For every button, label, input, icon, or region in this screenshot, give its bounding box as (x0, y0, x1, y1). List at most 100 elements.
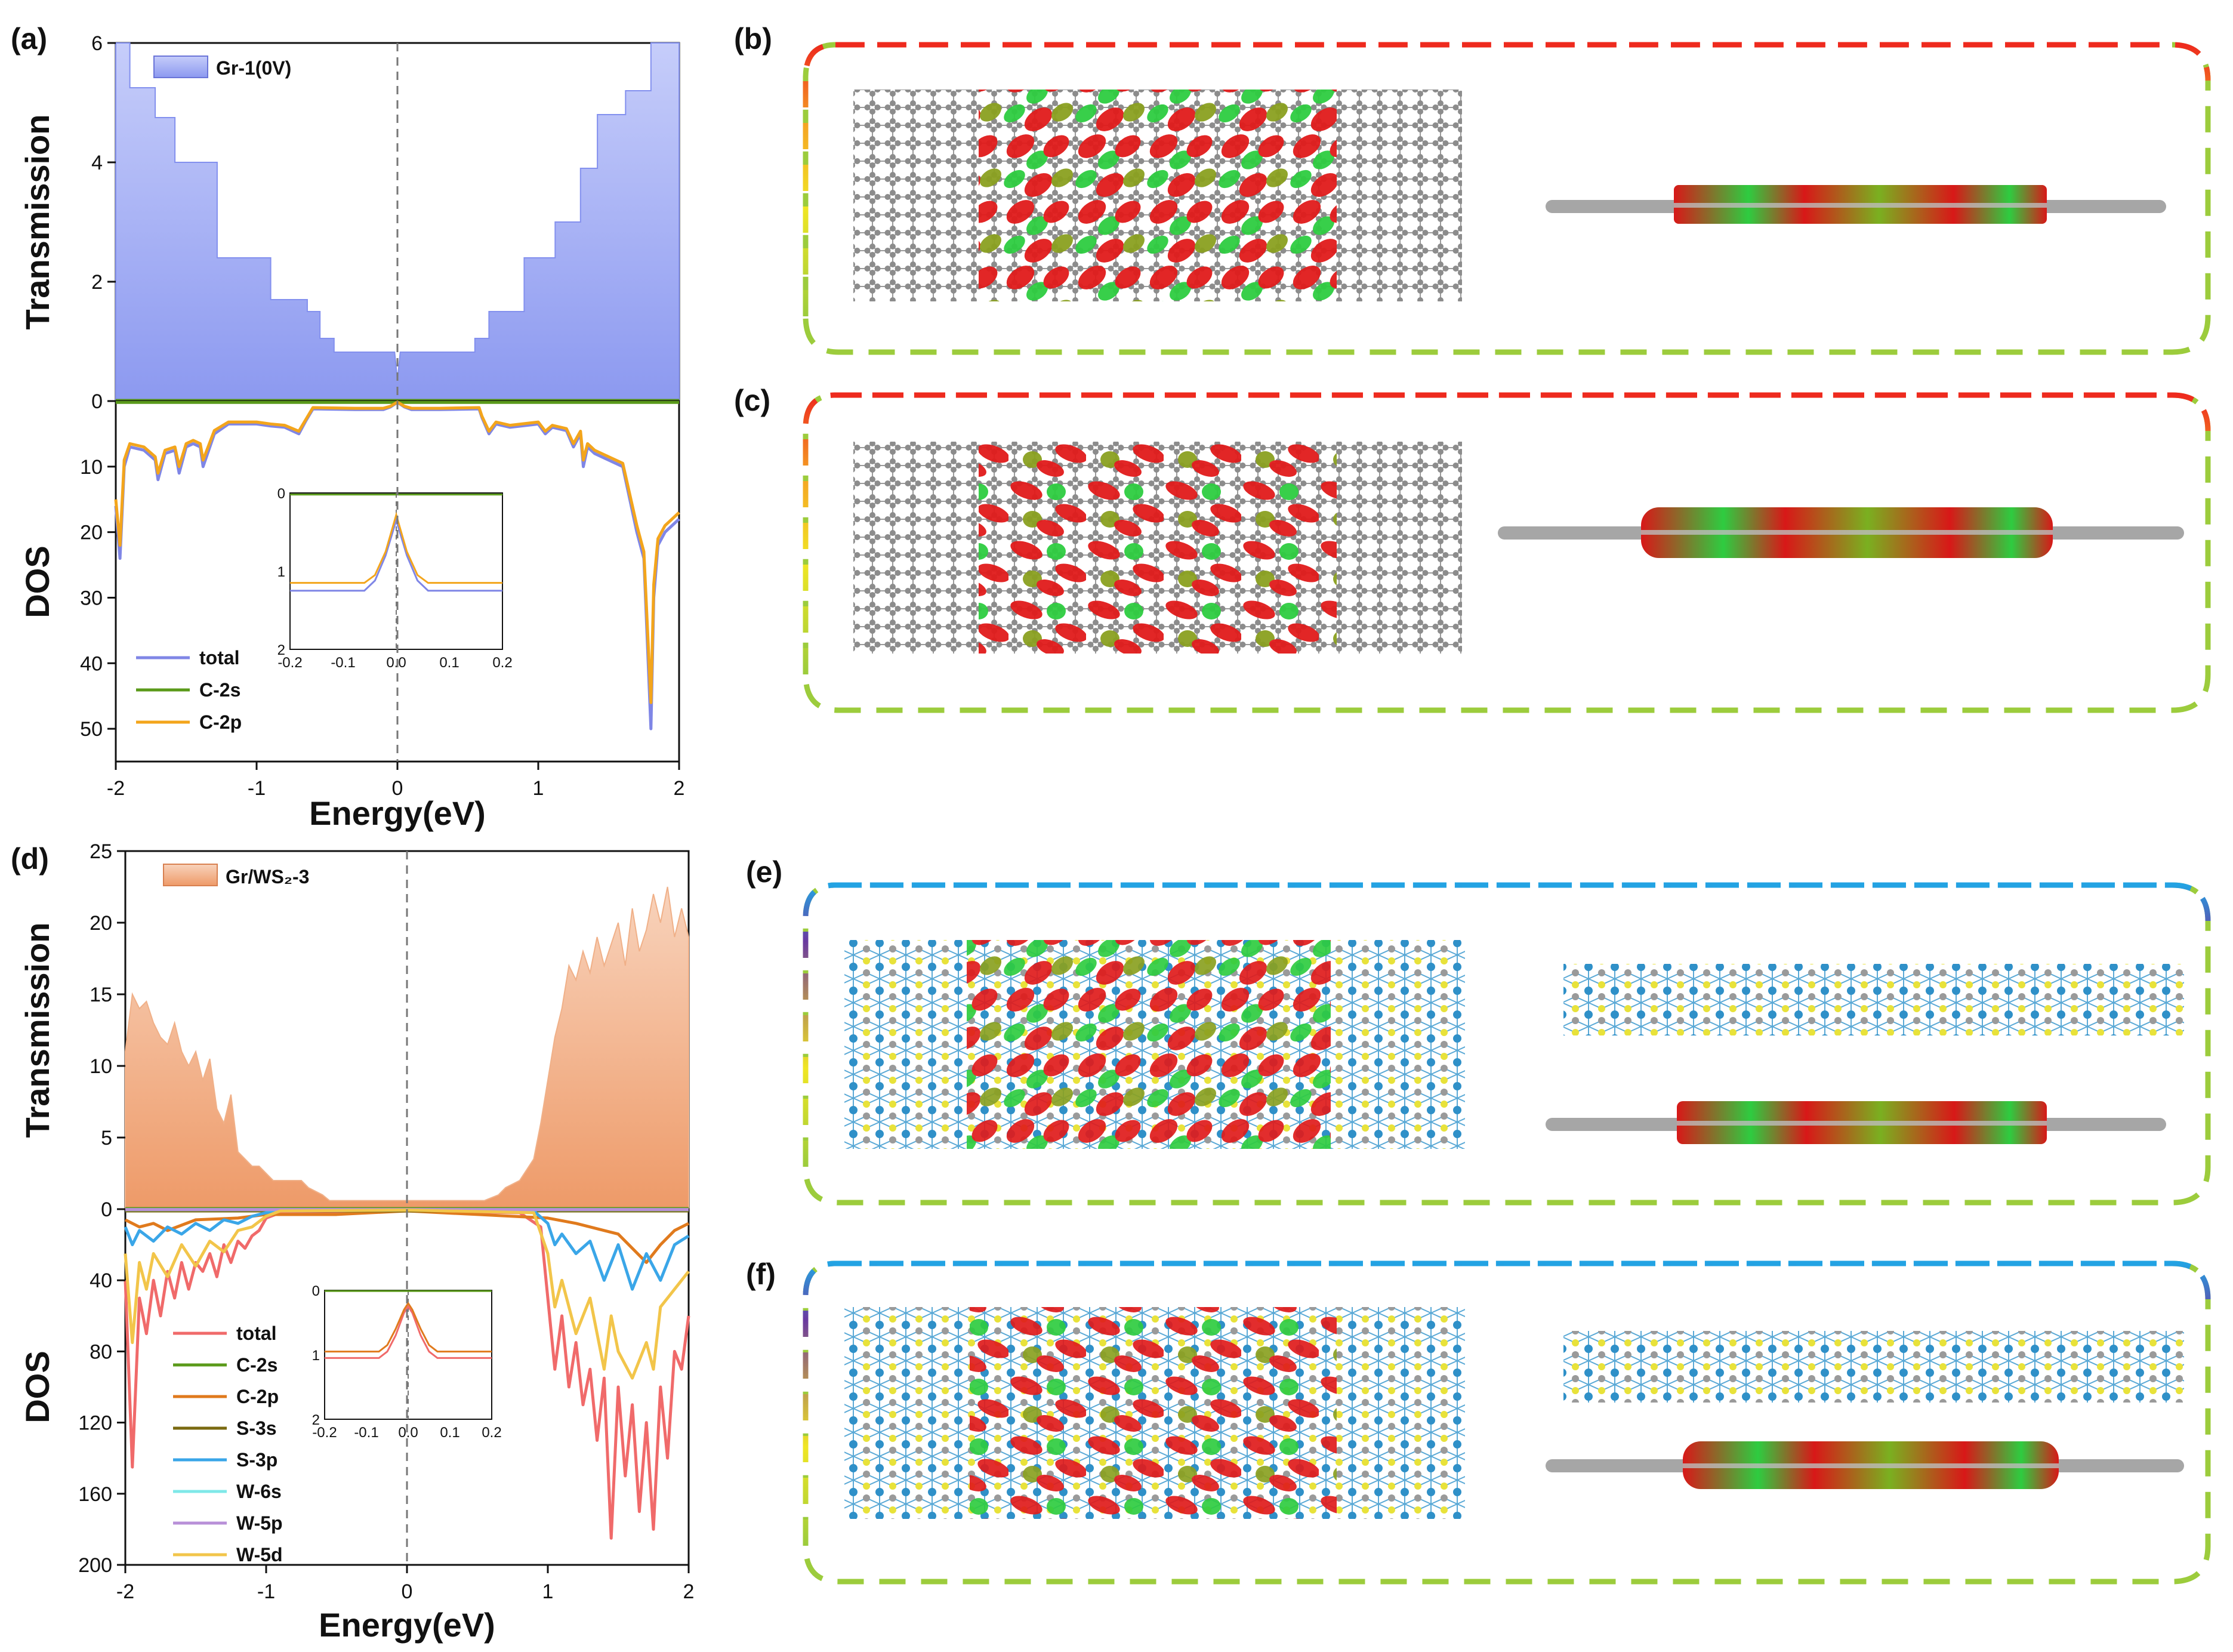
d-trans-ytick-label: 15 (90, 984, 112, 1006)
panel-e: (e) (746, 855, 2211, 1206)
d-inset-line-c-2p (325, 1301, 492, 1353)
d-dos-inset: 0 1 2-0.2 -0.1 0.0 0.1 0.2 (312, 1283, 502, 1441)
f-side-ws2 (1563, 1331, 2184, 1403)
d-xtick-label: 2 (683, 1580, 695, 1603)
a-legend-label-c-2s: C-2s (199, 679, 240, 701)
d-trans-ytick-label: 5 (101, 1127, 112, 1149)
d-xlabel: Energy(eV) (319, 1606, 495, 1644)
d-legend-label-s-3p: S-3p (236, 1449, 277, 1471)
a-inset-xtick: 0.1 (439, 655, 459, 671)
a-inset-xtick: -0.2 (277, 655, 302, 671)
d-legend-label: Gr/WS₂-3 (226, 866, 309, 887)
a-xtick-label: 0 (392, 777, 403, 800)
a-legend-label-c-2p: C-2p (199, 711, 242, 733)
a-dos-ytick-label: 10 (80, 456, 103, 479)
a-inset-line-c-2p (290, 511, 502, 584)
a-ylabel-dos: DOS (18, 545, 56, 618)
panel-label-e: (e) (746, 855, 782, 889)
d-inset-ytick: 1 (312, 1348, 320, 1364)
panel-label-d: (d) (11, 842, 49, 876)
d-ylabel-dos: DOS (18, 1351, 56, 1423)
d-dos-ytick-label: 80 (90, 1340, 112, 1363)
e-side-ws2 (1563, 964, 2184, 1035)
a-xtick-label: 1 (533, 777, 544, 800)
d-trans-legend: Gr/WS₂-3 (163, 864, 309, 887)
d-trans-ytick-label: 25 (90, 840, 112, 863)
panel-a: (a) 012-0.2 -0.1 0.0 0.1 0.2 (11, 22, 680, 763)
d-trans-ytick-label: 20 (90, 912, 112, 935)
d-inset-line-total (325, 1305, 492, 1359)
a-inset-line-total (290, 517, 502, 592)
panel-b: (b) (734, 22, 2211, 355)
panel-label-b: (b) (734, 22, 772, 56)
d-inset-xtick: 0.1 (440, 1425, 459, 1441)
d-dos-line-w-5d (124, 1208, 690, 1380)
d-dos-ytick-label: 160 (78, 1483, 112, 1506)
d-inset-ytick: 2 (312, 1412, 320, 1428)
a-inset-ytick: 1 (277, 564, 285, 580)
d-xtick-label: 0 (402, 1580, 413, 1603)
d-transmission-plot (125, 886, 689, 1210)
a-dos-ytick-label: 40 (80, 652, 103, 675)
panel-c: (c) (734, 384, 2211, 713)
a-xtick-label: 2 (674, 777, 685, 800)
a-transmission-plot (115, 42, 680, 402)
d-legend-label-s-3s: S-3s (236, 1417, 277, 1439)
a-inset-xtick: 0.0 (386, 655, 406, 671)
d-dos-ytick-label: 40 (90, 1269, 112, 1292)
a-trans-legend: Gr-1(0V) (153, 56, 291, 79)
d-inset-xtick: -0.2 (312, 1425, 337, 1441)
d-legend-label-w-6s: W-6s (236, 1481, 282, 1502)
d-inset-xtick: 0.2 (482, 1425, 501, 1441)
a-ylabel-transmission: Transmission (18, 114, 56, 329)
a-transmission-area (115, 42, 680, 402)
d-inset-xtick: 0.0 (398, 1425, 418, 1441)
a-trans-ytick-label: 2 (91, 271, 103, 294)
a-dos-inset: 0 1 2-0.2 -0.1 0.0 0.1 0.2 (277, 486, 513, 671)
d-legend-swatch (163, 864, 218, 886)
panel-d: (d) 0 1 2-0.2 -0.1 0.0 0.1 0.2 (11, 842, 690, 1566)
d-legend-label-w-5d: W-5d (236, 1544, 283, 1565)
a-trans-ytick-label: 0 (91, 390, 103, 413)
d-xtick-label: -1 (257, 1580, 275, 1603)
d-transmission-area (125, 886, 689, 1210)
d-legend-label-w-5p: W-5p (236, 1512, 283, 1534)
a-trans-ytick-label: 6 (91, 32, 103, 55)
a-trans-ytick-label: 4 (91, 152, 103, 174)
d-xtick-label: -2 (116, 1580, 134, 1603)
a-legend-swatch (153, 56, 208, 78)
a-dos-legend: total C-2s C-2p (136, 647, 242, 733)
a-legend-label: Gr-1(0V) (216, 57, 291, 79)
frame-b-top (803, 42, 2211, 316)
panel-label-c: (c) (734, 384, 770, 417)
d-dos-ytick-label: 120 (78, 1412, 112, 1435)
d-trans-ytick-label: 10 (90, 1055, 112, 1078)
e-orbital-cloud (967, 940, 1331, 1149)
d-dos-ytick-label: 200 (78, 1554, 112, 1577)
a-xtick-label: -2 (107, 777, 125, 800)
d-dos-legend: total C-2s C-2p S-3s S-3p W-6s W-5p W-5d (173, 1323, 283, 1565)
a-inset-ytick: 0 (277, 486, 285, 502)
d-trans-ytick-label: 0 (101, 1198, 112, 1221)
d-dos-line-s-3p (124, 1208, 690, 1291)
panel-f: (f) (746, 1258, 2211, 1585)
a-xlabel: Energy(eV) (309, 794, 486, 832)
d-ylabel-transmission: Transmission (18, 922, 56, 1138)
d-xtick-label: 1 (542, 1580, 554, 1603)
a-inset-ytick: 2 (277, 642, 285, 658)
a-xtick-label: -1 (248, 777, 266, 800)
d-legend-label-total: total (236, 1323, 277, 1344)
a-dos-ytick-label: 50 (80, 718, 103, 741)
panel-label-f: (f) (746, 1258, 776, 1291)
f-orbital-cloud (970, 1307, 1337, 1519)
a-inset-xtick: -0.1 (331, 655, 355, 671)
panel-label-a: (a) (11, 22, 47, 56)
frame-b-bottom (803, 42, 2211, 355)
a-legend-label-total: total (199, 647, 240, 668)
d-legend-label-c-2s: C-2s (236, 1354, 277, 1376)
a-dos-ytick-label: 30 (80, 587, 103, 609)
a-inset-xtick: 0.2 (492, 655, 512, 671)
a-dos-ytick-label: 20 (80, 522, 103, 544)
d-inset-ytick: 0 (312, 1283, 320, 1299)
